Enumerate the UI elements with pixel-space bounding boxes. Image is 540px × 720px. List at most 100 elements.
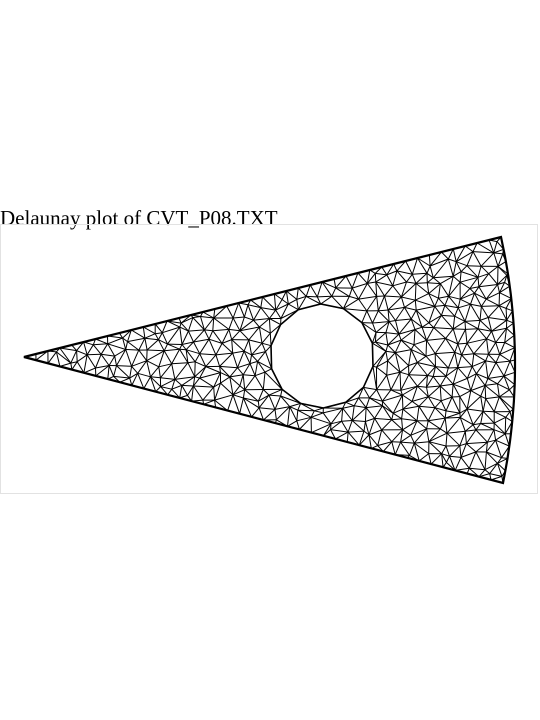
mesh-edge [86, 344, 94, 356]
mesh-edge [316, 296, 322, 305]
mesh-edge [418, 453, 430, 462]
mesh-edge [504, 417, 507, 434]
mesh-edge [248, 339, 263, 344]
mesh-edge [427, 407, 436, 422]
mesh-edge [505, 308, 508, 321]
mesh-edge [469, 277, 479, 289]
mesh-edge [466, 251, 474, 266]
mesh-edge [296, 287, 299, 300]
mesh-edge [493, 429, 506, 435]
mesh-edge [376, 351, 387, 368]
mesh-edge [426, 340, 436, 354]
mesh-edge [441, 315, 454, 330]
mesh-edge [473, 353, 486, 362]
mesh-edge [466, 441, 488, 445]
mesh-edge [341, 408, 344, 422]
mesh-edge [428, 293, 439, 299]
mesh-edge [181, 330, 189, 345]
mesh-edge [466, 443, 477, 453]
mesh-edge [306, 295, 318, 298]
mesh-edge [445, 445, 450, 457]
mesh-edge [497, 261, 507, 267]
mesh-edge [232, 394, 241, 414]
mesh-edge [412, 272, 428, 275]
mesh-edge [392, 285, 402, 298]
mesh-edge [276, 406, 291, 421]
mesh-edge [445, 433, 448, 447]
plot-frame [0, 224, 538, 494]
mesh-edge [395, 320, 400, 335]
mesh-edge [471, 366, 477, 374]
mesh-edge [452, 383, 461, 397]
mesh-edge [171, 348, 181, 365]
mesh-edge [343, 308, 367, 312]
mesh-edge [445, 396, 453, 412]
mesh-edge [415, 282, 428, 284]
mesh-edge [107, 337, 123, 345]
mesh-edge [351, 272, 359, 289]
mesh-edge [161, 320, 168, 333]
mesh-edge [288, 298, 298, 305]
mesh-edge [478, 284, 498, 288]
mesh-edge [488, 317, 507, 321]
mesh-edge [296, 410, 299, 421]
mesh-edge [421, 327, 428, 341]
mesh-edge [426, 376, 434, 388]
mesh-edge [399, 371, 409, 376]
mesh-edge [387, 344, 396, 353]
mesh-edge [454, 352, 459, 368]
mesh-edge [473, 338, 487, 355]
mesh-edge [179, 344, 183, 350]
mesh-edge [466, 395, 482, 410]
mesh-edge [479, 317, 489, 321]
mesh-edge [441, 251, 449, 260]
mesh-edge [233, 316, 245, 319]
mesh-edge [457, 307, 466, 322]
hole-boundary [270, 303, 374, 409]
mesh-edge [394, 441, 402, 455]
mesh-edge [452, 271, 462, 277]
mesh-edge [411, 257, 418, 275]
mesh-edge [289, 406, 298, 422]
mesh-edge [345, 275, 353, 289]
mesh-edge [497, 253, 504, 267]
mesh-edge [459, 417, 466, 432]
mesh-edge [262, 372, 266, 390]
mesh-edge [444, 304, 459, 309]
mesh-edge [488, 273, 498, 285]
mesh-edge [375, 332, 387, 343]
mesh-edge [194, 366, 207, 378]
mesh-edge [466, 408, 474, 425]
mesh-edge [392, 281, 407, 287]
mesh-edge [485, 298, 500, 307]
mesh-edge [467, 408, 484, 412]
mesh-edge [454, 343, 459, 353]
mesh-edge [429, 258, 449, 267]
mesh-edge [70, 350, 78, 364]
mesh-edge [504, 328, 507, 343]
mesh-edge [310, 416, 332, 425]
mesh-edge [409, 442, 415, 456]
mesh-edge [349, 295, 359, 300]
mesh-edge [486, 451, 498, 464]
mesh-edge [219, 352, 234, 367]
mesh-edge [372, 321, 390, 324]
mesh-edge [459, 276, 479, 283]
mesh-edge [372, 322, 377, 333]
mesh-edge [417, 257, 431, 267]
mesh-edge [505, 411, 511, 418]
mesh-edge [335, 431, 349, 440]
mesh-edge [274, 395, 282, 410]
mesh-edge [396, 260, 406, 272]
mesh-edge [265, 345, 272, 352]
mesh-edge [281, 290, 287, 300]
mesh-edge [472, 424, 477, 431]
mesh-edge [413, 329, 416, 345]
mesh-edge [497, 457, 502, 464]
mesh-edge [459, 396, 468, 410]
mesh-edge [400, 441, 410, 456]
mesh-edge [417, 385, 429, 398]
mesh-edge [489, 473, 503, 477]
mesh-edge [163, 350, 173, 365]
mesh-edge [193, 338, 210, 343]
